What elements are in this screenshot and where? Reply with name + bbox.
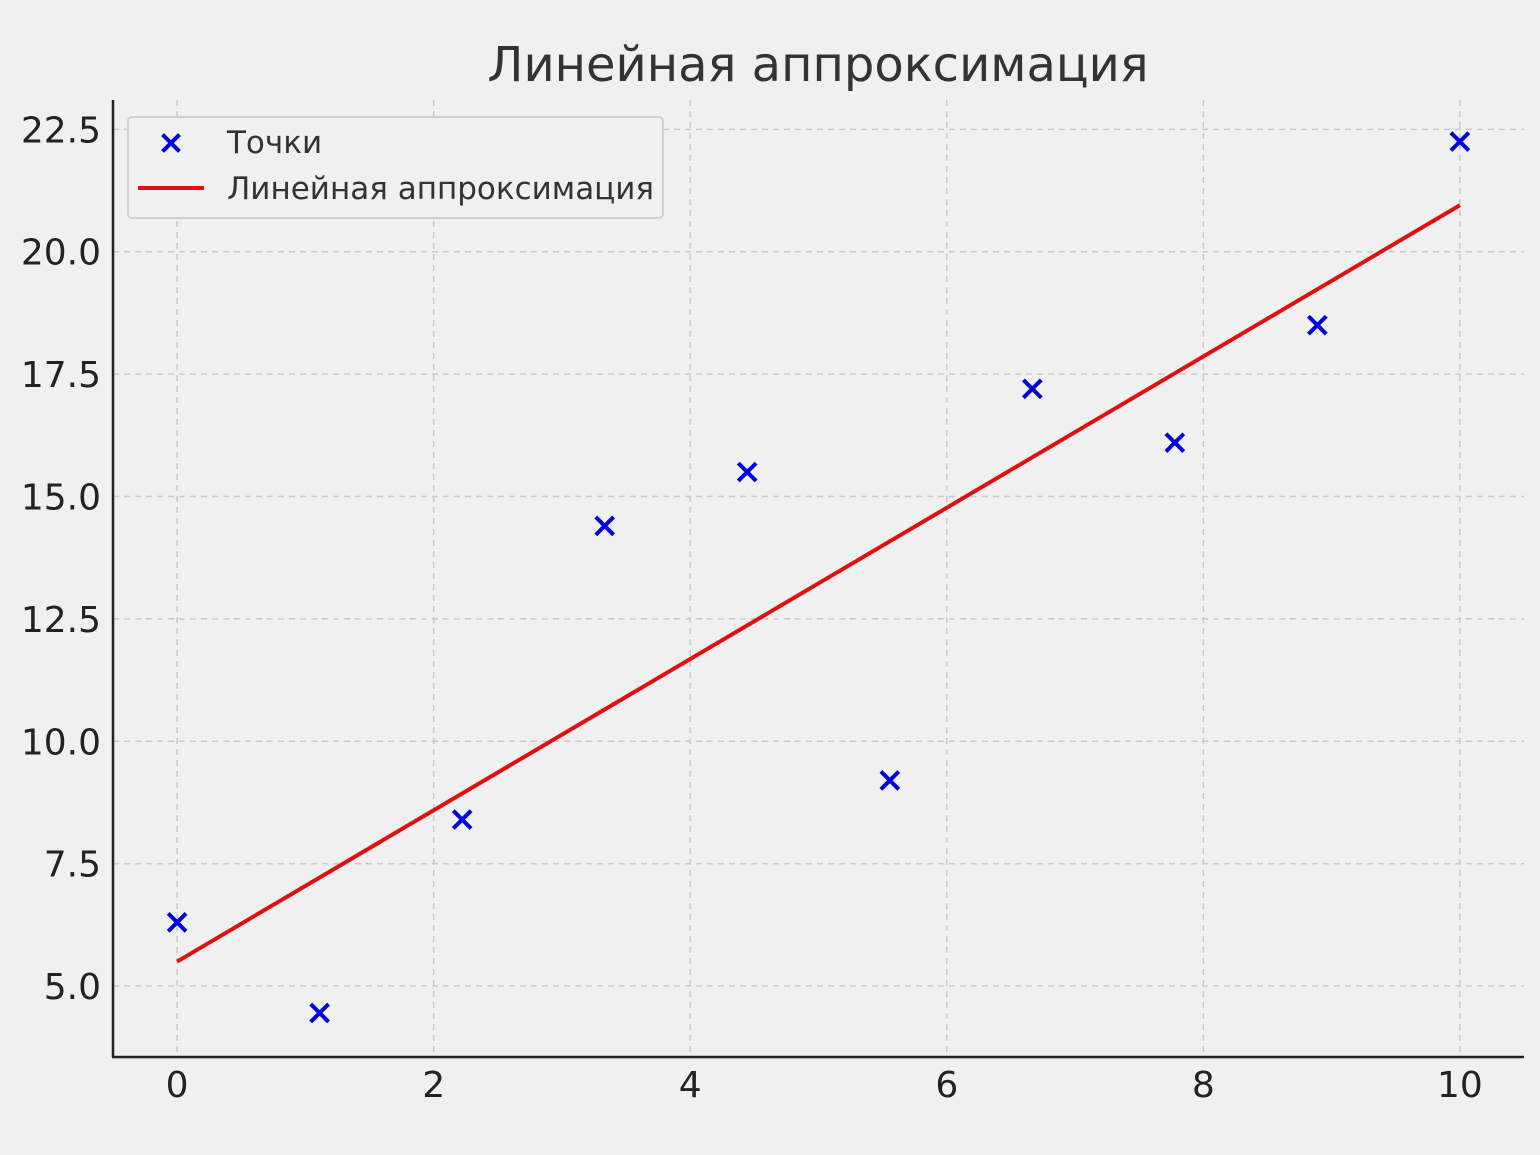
data-point [594, 515, 615, 537]
y-tick-label: 17.5 [21, 355, 101, 396]
data-point [1022, 378, 1043, 400]
chart-title: Линейная аппроксимация [487, 37, 1148, 93]
x-tick-label: 4 [679, 1065, 702, 1106]
data-point [736, 461, 758, 483]
x-tick-label: 0 [166, 1065, 189, 1106]
data-point [1164, 432, 1186, 453]
series-layer [166, 131, 1471, 1024]
y-tick-label: 12.5 [21, 600, 101, 641]
legend-label-fit: Линейная аппроксимация [227, 171, 654, 207]
y-tick-label: 10.0 [21, 722, 101, 763]
y-tick-label: 7.5 [44, 845, 101, 886]
x-ticks: 0 2 4 6 8 10 [166, 1065, 1483, 1106]
data-point [166, 912, 188, 933]
data-point [451, 809, 473, 830]
axes [111, 100, 1524, 1059]
y-tick-label: 22.5 [21, 110, 101, 151]
y-ticks: 5.0 7.5 10.0 12.5 15.0 17.5 20.0 22.5 [21, 110, 101, 1008]
x-tick-label: 2 [422, 1065, 445, 1106]
data-point [1449, 131, 1471, 152]
legend-marker-points [161, 133, 181, 153]
data-point [1307, 314, 1328, 336]
data-point [309, 1002, 330, 1024]
y-tick-label: 15.0 [21, 478, 101, 519]
y-tick-label: 20.0 [21, 233, 101, 274]
legend: Точки Линейная аппроксимация [127, 116, 664, 219]
legend-box [127, 116, 664, 219]
x-tick-label: 8 [1192, 1065, 1215, 1106]
legend-label-points: Точки [226, 125, 322, 161]
x-tick-label: 6 [935, 1065, 958, 1106]
x-tick-label: 10 [1437, 1065, 1483, 1106]
data-point [879, 770, 901, 791]
fit-line [176, 203, 1461, 964]
y-tick-label: 5.0 [44, 967, 101, 1008]
